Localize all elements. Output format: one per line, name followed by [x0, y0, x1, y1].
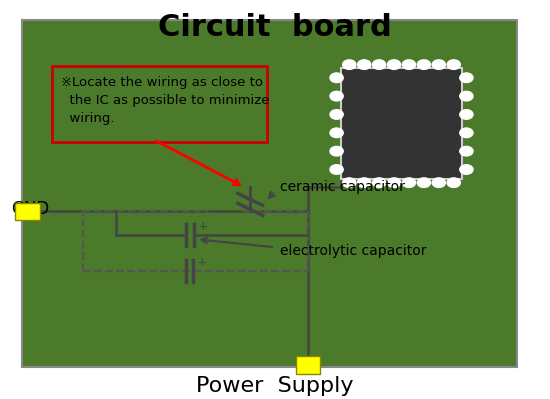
Circle shape [460, 91, 473, 101]
Circle shape [403, 178, 416, 188]
Circle shape [358, 178, 371, 188]
Circle shape [330, 110, 343, 119]
Circle shape [372, 60, 386, 69]
Circle shape [432, 60, 446, 69]
Circle shape [387, 60, 400, 69]
Circle shape [432, 178, 446, 188]
Circle shape [330, 128, 343, 138]
Circle shape [460, 146, 473, 156]
Circle shape [460, 110, 473, 119]
Circle shape [343, 178, 356, 188]
Text: +: + [197, 220, 208, 233]
Circle shape [460, 128, 473, 138]
Text: Power  Supply: Power Supply [196, 376, 354, 396]
FancyBboxPatch shape [52, 66, 267, 142]
Circle shape [372, 178, 386, 188]
Text: +: + [196, 256, 207, 269]
Text: electrolytic capacitor: electrolytic capacitor [280, 244, 427, 258]
Text: IC: IC [388, 112, 415, 136]
Circle shape [403, 60, 416, 69]
Bar [22, 20, 517, 367]
Bar [341, 68, 462, 180]
Circle shape [447, 178, 460, 188]
Text: ceramic capacitor: ceramic capacitor [280, 180, 405, 194]
Circle shape [387, 178, 400, 188]
Text: ※Locate the wiring as close to
  the IC as possible to minimize
  wiring.: ※Locate the wiring as close to the IC as… [60, 76, 269, 125]
Circle shape [460, 73, 473, 83]
Circle shape [343, 60, 356, 69]
Circle shape [417, 178, 431, 188]
Circle shape [447, 60, 460, 69]
Circle shape [417, 60, 431, 69]
Circle shape [330, 73, 343, 83]
Circle shape [330, 91, 343, 101]
Bar [15, 203, 40, 220]
Bar [296, 356, 320, 374]
Circle shape [330, 165, 343, 174]
Circle shape [460, 165, 473, 174]
Text: GND: GND [11, 200, 49, 218]
Circle shape [330, 146, 343, 156]
Text: Circuit  board: Circuit board [158, 14, 392, 42]
Circle shape [358, 60, 371, 69]
